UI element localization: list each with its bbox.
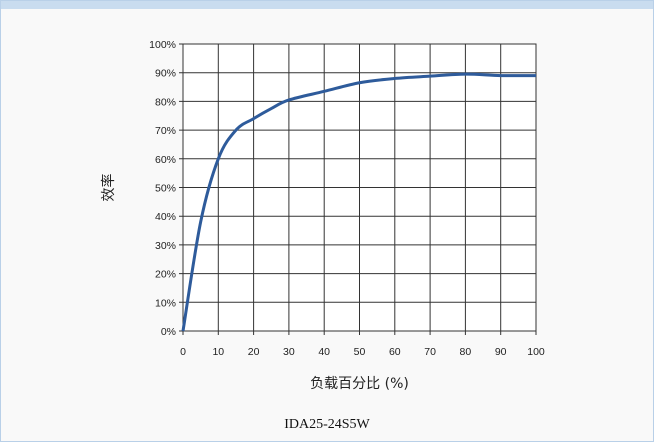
- y-tick-label: 50%: [155, 183, 176, 195]
- y-tick-label: 100%: [149, 39, 176, 51]
- x-tick-label: 90: [495, 346, 507, 358]
- x-tick-label: 10: [212, 346, 224, 358]
- y-tick-label: 90%: [155, 68, 176, 80]
- y-tick-label: 30%: [155, 240, 176, 252]
- x-tick-label: 40: [318, 346, 330, 358]
- panel-top-strip: [1, 1, 653, 9]
- x-tick-label: 100: [527, 346, 545, 358]
- x-tick-labels: 0 10 20 30 40 50 60 70 80 90 100: [180, 346, 545, 358]
- x-tick-label: 50: [354, 346, 366, 358]
- grid-lines: [179, 43, 537, 335]
- x-tick-label: 0: [180, 346, 186, 358]
- chart-caption: IDA25-24S5W: [284, 417, 370, 432]
- x-axis-title: 负载百分比 (%): [310, 376, 409, 392]
- y-tick-label: 60%: [155, 154, 176, 166]
- efficiency-series-line: [181, 72, 537, 332]
- x-tick-label: 70: [424, 346, 436, 358]
- y-tick-label: 40%: [155, 211, 176, 223]
- y-tick-label: 80%: [155, 96, 176, 108]
- x-tick-label: 30: [283, 346, 295, 358]
- y-axis-title: 效率: [100, 174, 117, 202]
- y-tick-labels: 0% 10% 20% 30% 40% 50% 60% 70% 80% 90% 100%: [149, 39, 176, 338]
- y-tick-label: 0%: [161, 326, 176, 338]
- y-tick-label: 70%: [155, 125, 176, 137]
- x-tick-label: 80: [460, 346, 472, 358]
- x-tick-label: 60: [389, 346, 401, 358]
- y-tick-label: 20%: [155, 269, 176, 281]
- efficiency-chart: 0% 10% 20% 30% 40% 50% 60% 70% 80% 90% 100% 0 10 20 3…: [100, 39, 545, 392]
- y-tick-label: 10%: [155, 297, 176, 309]
- x-tick-label: 20: [248, 346, 260, 358]
